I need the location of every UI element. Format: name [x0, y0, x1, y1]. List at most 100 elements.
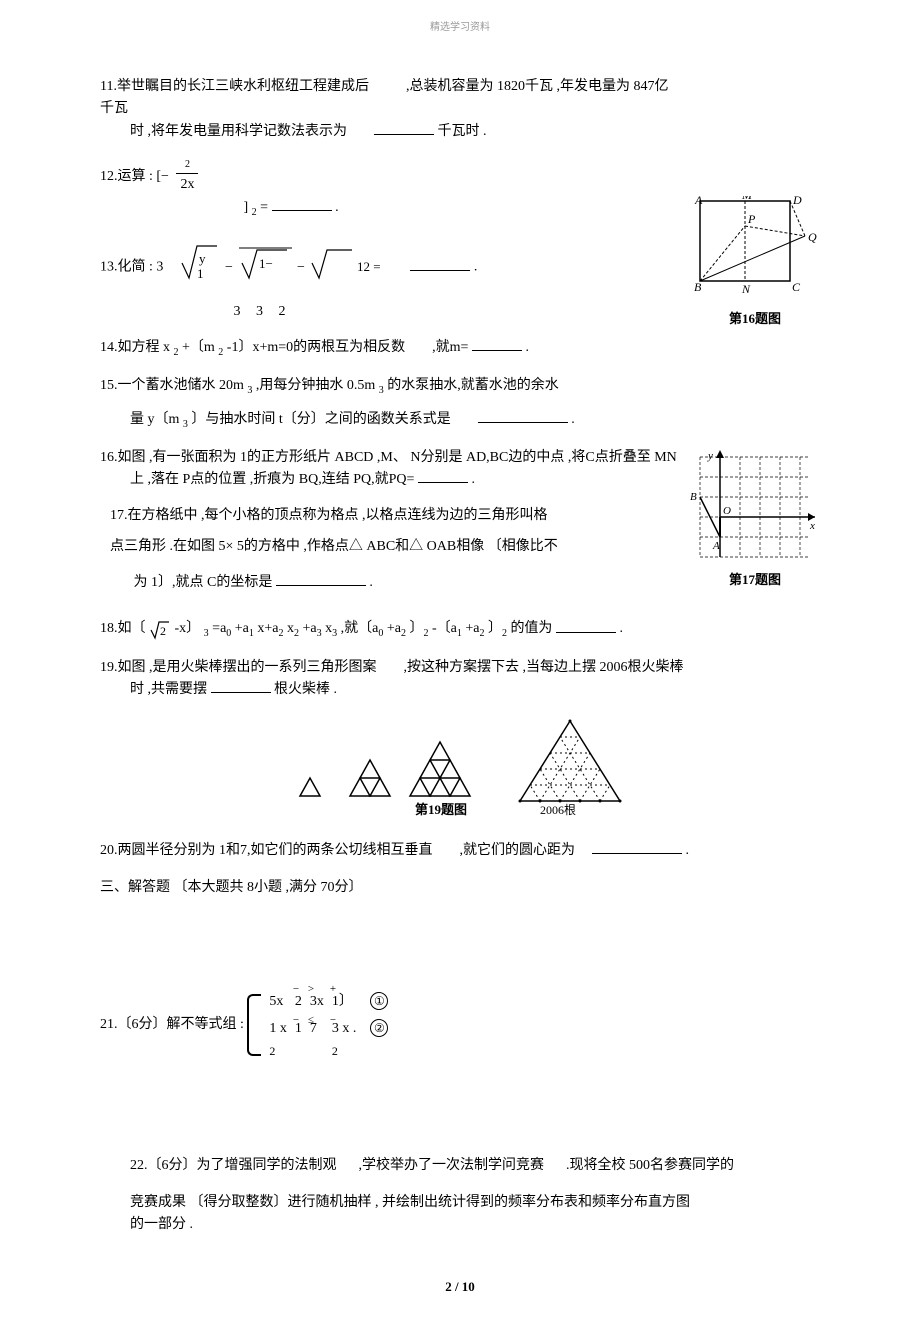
- q21-r2f: x .: [342, 1021, 356, 1036]
- fig19-caption2: 2006根: [540, 803, 576, 816]
- q19-blank: [211, 679, 271, 693]
- q15-t5: 〕与抽水时间 t〔分〕之间的函数关系式是: [191, 412, 450, 427]
- q18-s2d: 2: [423, 629, 428, 640]
- q13-blank: [410, 257, 470, 271]
- q12-frac-den: 2x: [176, 174, 198, 196]
- q18-s2c: 2: [401, 629, 406, 640]
- q22-t3: .现将全校 500名参赛同学的: [566, 1158, 734, 1173]
- q21-r2b: x: [280, 1021, 287, 1036]
- q11-text-4: 千瓦时 .: [438, 124, 487, 139]
- q14-blank: [472, 337, 522, 351]
- q16-blank: [418, 469, 468, 483]
- question-17: 17.在方格纸中 ,每个小格的顶点称为格点 ,以格点连线为边的三角形叫格 点三角…: [100, 505, 820, 594]
- page-footer: 2 / 10: [100, 1277, 820, 1298]
- q13-period: .: [474, 260, 478, 275]
- q18-eq: =a: [212, 622, 226, 637]
- q17-t2: 点三角形 .在如图 5× 5的方格中 ,作格点△ ABC和△ OAB相像 〔相像…: [110, 539, 558, 554]
- svg-text:1: 1: [197, 266, 204, 281]
- q18-period: .: [619, 622, 623, 637]
- question-19: 19.如图 ,是用火柴棒摆出的一系列三角形图案 ,按这种方案摆下去 ,当每边上摆…: [100, 657, 820, 702]
- q18-blank: [556, 619, 616, 633]
- q18-after-sqrt: -x〕: [175, 622, 201, 637]
- q19-t1: 19.如图 ,是用火柴棒摆出的一系列三角形图案: [100, 660, 377, 675]
- q18-s0b: 0: [378, 629, 383, 640]
- q21-prefix: 21.〔6分〕解不等式组 :: [100, 1018, 244, 1033]
- section-3-title: 三、解答题 〔本大题共 8小题 ,满分 70分〕: [100, 877, 820, 899]
- q15-t2: ,用每分钟抽水 0.5m: [256, 378, 375, 393]
- q18-eq5: +a: [303, 622, 317, 637]
- q21-r3a: 2: [269, 1044, 275, 1058]
- q20-t1: 20.两圆半径分别为 1和7,如它们的两条公切线相互垂直: [100, 843, 433, 858]
- q18-s3: 3: [317, 629, 322, 640]
- q21-r1op1: −: [293, 981, 299, 999]
- q21-r3b: 2: [332, 1044, 338, 1058]
- svg-text:B: B: [690, 491, 697, 503]
- q12-sub1: 2: [252, 206, 257, 217]
- q18-s2e: 2: [479, 629, 484, 640]
- svg-text:−: −: [297, 260, 305, 275]
- q12-suffix2: =: [260, 200, 268, 215]
- q15-sub2: 3: [379, 385, 384, 396]
- q21-r2op2: −: [330, 1012, 336, 1030]
- question-11: 11.举世瞩目的长江三峡水利枢纽工程建成后 ,总装机容量为 1820千瓦 ,年发…: [100, 76, 820, 143]
- question-21: 21.〔6分〕解不等式组 : 5x −2 >3x +1〕 ① 1 x −1 ≤7…: [100, 989, 820, 1061]
- q21-r1a: 5x: [269, 994, 283, 1009]
- q18-s2f: 2: [502, 629, 507, 640]
- q14-period: .: [525, 340, 529, 355]
- question-13: 13.化简 : 3 y 1 − 1− − 12 = . 3 3 2: [100, 234, 820, 323]
- question-20: 20.两圆半径分别为 1和7,如它们的两条公切线相互垂直 ,就它们的圆心距为 .: [100, 840, 820, 862]
- q19-t3: 时 ,共需要摆: [100, 682, 207, 697]
- svg-text:−: −: [225, 260, 233, 275]
- q15-t3: 的水泵抽水,就蓄水池的余水: [387, 378, 559, 393]
- q18-s1: 1: [249, 629, 254, 640]
- q20-t2: ,就它们的圆心距为: [460, 843, 576, 858]
- q20-blank: [592, 840, 682, 854]
- q18-s1b: 1: [457, 629, 462, 640]
- q18-s2b: 2: [294, 629, 299, 640]
- q16-t2: 上 ,落在 P点的位置 ,折痕为 BQ,连结 PQ,就PQ=: [100, 472, 414, 487]
- svg-text:1−: 1−: [259, 256, 273, 271]
- q18-eq10: -〔a: [432, 622, 457, 637]
- question-15: 15.一个蓄水池储水 20m 3 ,用每分钟抽水 0.5m 3 的水泵抽水,就蓄…: [100, 375, 820, 433]
- q18-eq8: +a: [387, 622, 401, 637]
- q16-t1: 16.如图 ,有一张面积为 1的正方形纸片 ABCD ,M、 N分别是 AD,B…: [100, 450, 677, 465]
- q18-eq4: x: [287, 622, 294, 637]
- q21-circle1: ①: [370, 992, 388, 1010]
- q17-blank: [276, 572, 366, 586]
- q14-sub2: 2: [218, 347, 223, 358]
- svg-text:12 =: 12 =: [357, 259, 381, 274]
- q17-period: .: [369, 575, 373, 590]
- q12-frac-num: 2: [176, 157, 198, 174]
- q18-eq13: 的值为: [510, 622, 552, 637]
- q18-eq9: 〕: [409, 622, 423, 637]
- q14-t4: ,就m=: [432, 340, 468, 355]
- question-12: 12.运算 : [− 2 2x ] 2 = .: [100, 157, 820, 220]
- q15-sub3: 3: [183, 419, 188, 430]
- q18-s2: 2: [279, 629, 284, 640]
- q14-t1: 14.如方程 x: [100, 340, 170, 355]
- q12-blank: [272, 197, 332, 211]
- q13-prefix: 13.化简 : 3: [100, 260, 163, 275]
- q18-eq12: 〕: [488, 622, 502, 637]
- q15-t4: 量 y〔m: [100, 412, 179, 427]
- question-14: 14.如方程 x 2 +〔m 2 -1〕x+m=0的两根互为相反数 ,就m= .: [100, 337, 820, 361]
- page-header: 精选学习资料: [100, 20, 820, 36]
- q22-t5: 并绘制出统计得到的频率分布表和频率分布直方图: [382, 1195, 690, 1210]
- q22-t2: ,学校举办了一次法制学问竞赛: [359, 1158, 545, 1173]
- q21-r2a: 1: [269, 1021, 276, 1036]
- q12-suffix1: ]: [244, 200, 252, 215]
- q15-period: .: [571, 412, 575, 427]
- q21-r1op2: +: [330, 981, 336, 999]
- q14-sub1: 2: [174, 347, 179, 358]
- q18-eq11: +a: [465, 622, 479, 637]
- q21-r2ineq: ≤: [308, 1012, 314, 1030]
- q14-t3: -1〕x+m=0的两根互为相反数: [227, 340, 405, 355]
- q22-t1: 22.〔6分〕为了增强同学的法制观: [130, 1158, 337, 1173]
- fig19-caption: 第19题图: [415, 802, 467, 816]
- q16-period: .: [471, 472, 475, 487]
- q20-period: .: [686, 843, 690, 858]
- q12-period: .: [335, 200, 339, 215]
- q18-eq7: ,就〔a: [341, 622, 379, 637]
- question-22: 22.〔6分〕为了增强同学的法制观 ,学校举办了一次法制学问竞赛 .现将全校 5…: [100, 1155, 820, 1236]
- q15-sub1: 3: [247, 385, 252, 396]
